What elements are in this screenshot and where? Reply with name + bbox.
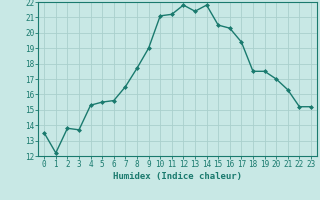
- X-axis label: Humidex (Indice chaleur): Humidex (Indice chaleur): [113, 172, 242, 181]
